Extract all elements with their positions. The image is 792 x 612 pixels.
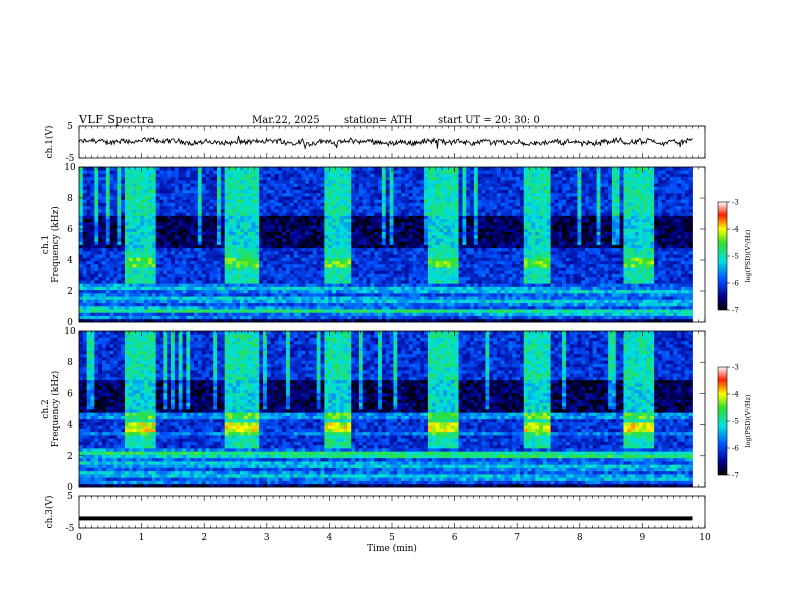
x-tick-label: 8: [577, 533, 583, 543]
colorbar-label: log(PSD)(V²/Hz): [744, 229, 752, 282]
x-tick-label: 6: [452, 533, 458, 543]
colorbar-tick-label: -3: [732, 364, 739, 372]
colorbar-tick-label: -7: [732, 307, 739, 315]
y-axis-label: ch.1(V): [44, 126, 55, 159]
x-tick-label: 10: [699, 533, 711, 543]
colorbar-tick-label: -6: [732, 280, 739, 288]
y-tick-label: 10: [64, 327, 76, 337]
start-time-label: start UT = 20: 30: 0: [438, 115, 540, 126]
y-tick-label: -5: [66, 524, 75, 534]
colorbar-ch1: [717, 201, 728, 311]
x-tick-label: 9: [640, 533, 646, 543]
colorbar-label: log(PSD)(V²/Hz): [744, 394, 752, 447]
colorbar-tick-label: -5: [732, 253, 739, 261]
spectrogram-ch1: [79, 167, 693, 323]
x-tick-label: 7: [514, 533, 520, 543]
chart-title: VLF Spectra: [79, 113, 155, 126]
y-tick-label: 8: [67, 194, 73, 204]
x-tick-label: 5: [389, 533, 395, 543]
x-axis-label: Time (min): [367, 543, 417, 554]
y-tick-label: 6: [67, 389, 73, 399]
colorbar-tick-label: -6: [732, 445, 739, 453]
y-axis-label: Frequency (kHz): [50, 371, 61, 448]
x-tick-label: 1: [139, 533, 145, 543]
colorbar-tick-label: -3: [732, 199, 739, 207]
y-tick-label: 4: [67, 421, 73, 431]
y-tick-label: 2: [67, 287, 73, 297]
y-tick-label: 8: [67, 358, 73, 368]
x-tick-label: 4: [327, 533, 333, 543]
y-tick-label: 0: [67, 483, 73, 493]
colorbar-tick-label: -4: [732, 391, 739, 399]
ch3-signal-line: [79, 516, 693, 521]
y-tick-label: 10: [64, 163, 76, 173]
colorbar-tick-label: -7: [732, 472, 739, 480]
colorbar-tick-label: -5: [732, 418, 739, 426]
y-axis-label: Frequency (kHz): [50, 206, 61, 283]
y-tick-label: 5: [67, 122, 73, 132]
y-tick-label: 4: [67, 256, 73, 266]
x-tick-label: 2: [201, 533, 207, 543]
y-tick-label: 0: [67, 318, 73, 328]
y-tick-label: 6: [67, 225, 73, 235]
y-axis-channel-label: ch.1: [41, 235, 51, 254]
date-label: Mar.22, 2025: [252, 115, 320, 126]
colorbar-tick-label: -4: [732, 226, 739, 234]
y-tick-label: 5: [67, 492, 73, 502]
x-tick-label: 3: [264, 533, 270, 543]
y-axis-label: ch.3(V): [44, 496, 55, 529]
y-tick-label: 2: [67, 452, 73, 462]
y-tick-label: -5: [66, 154, 75, 164]
ch1-signal-line: [78, 135, 693, 150]
y-axis-channel-label: ch.2: [41, 399, 51, 418]
station-label: station= ATH: [344, 115, 413, 126]
x-tick-label: 0: [76, 533, 82, 543]
colorbar-ch2: [717, 366, 728, 476]
spectrogram-ch2: [79, 331, 693, 488]
